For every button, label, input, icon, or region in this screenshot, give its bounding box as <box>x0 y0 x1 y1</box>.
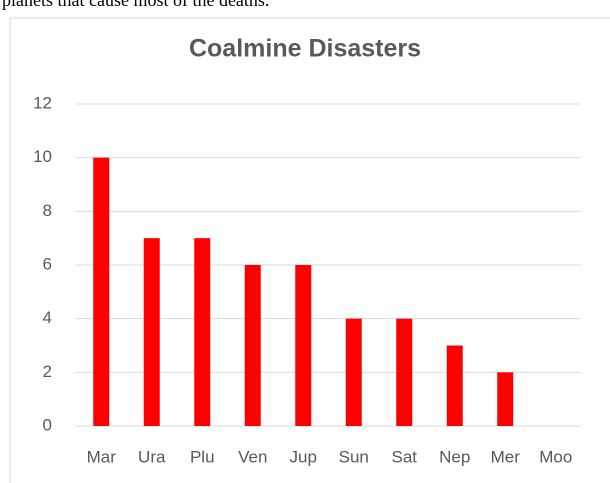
x-tick-label: Moo <box>539 447 572 466</box>
bar <box>93 157 110 426</box>
x-tick-label: Jup <box>290 447 317 466</box>
bar <box>497 372 514 426</box>
y-tick-label: 0 <box>43 415 52 434</box>
x-tick-label: Ven <box>238 447 267 466</box>
x-tick-label: Mer <box>491 447 521 466</box>
bar <box>244 265 261 426</box>
y-tick-label: 8 <box>43 201 52 220</box>
x-tick-label: Ura <box>138 447 166 466</box>
y-tick-label: 10 <box>33 147 52 166</box>
bar <box>345 318 362 426</box>
y-tick-label: 4 <box>43 308 52 327</box>
bar <box>396 318 413 426</box>
bar <box>446 345 463 426</box>
x-tick-label: Sun <box>339 447 369 466</box>
y-tick-label: 12 <box>33 93 52 112</box>
y-tick-label: 2 <box>43 362 52 381</box>
bar <box>143 238 160 426</box>
chart-title: Coalmine Disasters <box>189 35 421 63</box>
caption: planets that cause most of the deaths. <box>2 0 269 10</box>
x-tick-label: Mar <box>87 447 117 466</box>
y-tick-label: 6 <box>43 254 52 273</box>
bar <box>194 238 211 426</box>
x-tick-label: Plu <box>190 447 215 466</box>
bar <box>295 265 312 426</box>
x-tick-label: Sat <box>391 447 417 466</box>
x-tick-label: Nep <box>439 447 470 466</box>
